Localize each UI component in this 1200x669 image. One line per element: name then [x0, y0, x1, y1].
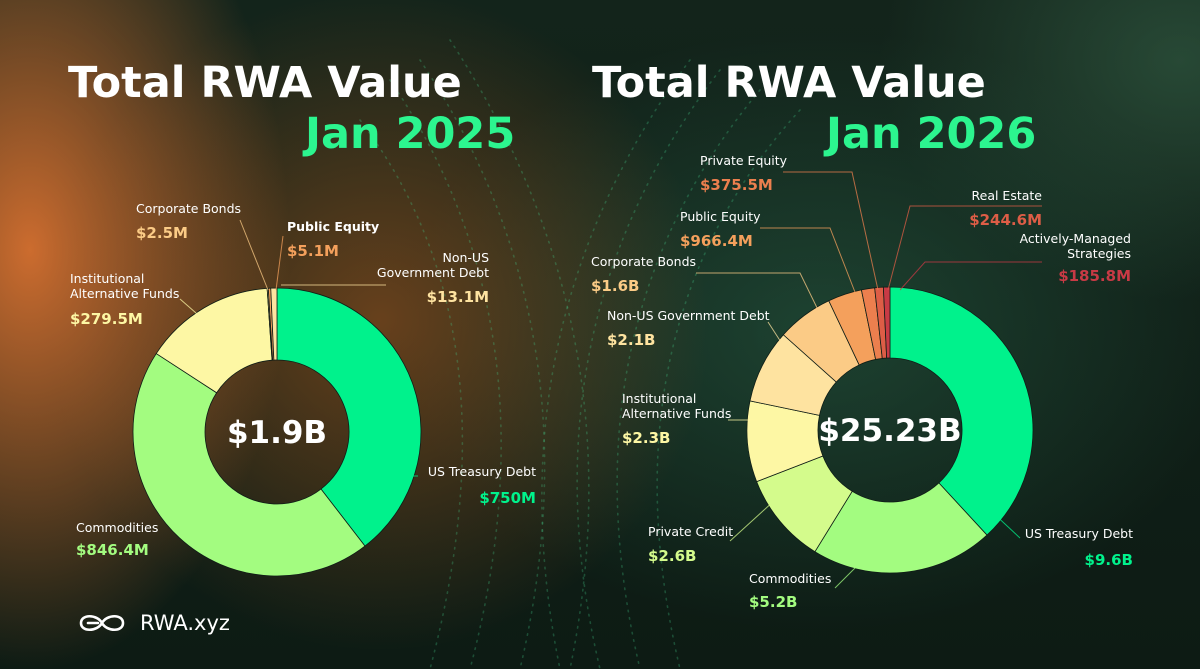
slice-name-label: Corporate Bonds	[591, 254, 696, 269]
left-title: Total RWA Value	[68, 58, 462, 108]
slice-value-label: $375.5M	[700, 176, 773, 194]
leader-line	[239, 219, 269, 291]
callout-corporate-bonds: Corporate Bonds $2.5M	[136, 201, 269, 291]
slice-value-label: $5.1M	[287, 242, 339, 260]
slice-name-label: Actively-Managed	[1020, 231, 1131, 246]
brand-name: RWA.xyz	[140, 611, 230, 635]
leader-line	[275, 235, 284, 291]
slice-name-label: Private Equity	[700, 153, 788, 168]
slice-value-label: $185.8M	[1058, 267, 1131, 285]
slice-value-label: $5.2B	[749, 593, 797, 611]
slice-name-label: US Treasury Debt	[428, 464, 536, 479]
leader-line	[179, 298, 205, 321]
slice-us-treasury-debt[interactable]	[276, 287, 422, 547]
leader-line	[834, 567, 856, 589]
leader-line	[760, 227, 861, 306]
donut-chart-1: $1.9B US Treasury Debt $750M Commodities $84…	[70, 201, 536, 577]
slice-value-label: $244.6M	[969, 211, 1042, 229]
slice-name-label: Private Credit	[648, 524, 733, 539]
slice-name-label: Non-US Government Debt	[607, 308, 770, 323]
right-title: Total RWA Value	[592, 58, 986, 108]
slice-name-label: Institutional	[622, 391, 696, 406]
slice-value-label: $9.6B	[1085, 551, 1133, 569]
slice-value-label: $2.1B	[607, 331, 655, 349]
slice-value-label: $966.4M	[680, 232, 753, 250]
center-total-label: $25.23B	[818, 413, 961, 449]
leader-line	[989, 509, 1021, 539]
bg-dotted-arc-7	[359, 119, 464, 669]
bg-dotted-arc-6	[541, 59, 691, 669]
slice-value-label: $2.5M	[136, 224, 188, 242]
callout-commodities: Commodities $846.4M	[76, 520, 300, 559]
slice-commodities[interactable]	[132, 352, 366, 577]
slice-actively-managed-strategies[interactable]	[882, 286, 891, 359]
slice-value-label: $1.6B	[591, 277, 639, 295]
slice-commodities[interactable]	[814, 482, 988, 574]
callout-commodities: Commodities $5.2B	[749, 567, 856, 611]
leader-line	[899, 261, 1042, 291]
bg-dotted-arc-3	[449, 39, 590, 669]
slice-name-label: Commodities	[76, 520, 158, 535]
center-total-label: $1.9B	[227, 415, 327, 451]
callout-private-credit: Private Credit $2.6B	[648, 499, 776, 565]
bg-dotted-arc-8	[656, 109, 801, 669]
infinity-logo-icon	[79, 614, 125, 632]
callout-us-treasury-debt: US Treasury Debt $750M	[392, 464, 536, 507]
left-date: Jan 2025	[305, 109, 516, 159]
right-date: Jan 2026	[826, 109, 1037, 159]
bg-dotted-arc-5	[576, 69, 721, 669]
slice-name-label: Real Estate	[972, 188, 1043, 203]
slice-value-label: $846.4M	[76, 541, 149, 559]
callout-public-equity: Public Equity $5.1M	[275, 219, 379, 291]
slice-value-label: $279.5M	[70, 310, 143, 328]
slice-value-label: $13.1M	[427, 288, 489, 306]
slice-name-label: Commodities	[749, 571, 831, 586]
slice-name-label: Government Debt	[377, 265, 489, 280]
leader-line	[887, 205, 1042, 291]
slice-us-treasury-debt[interactable]	[889, 286, 1034, 536]
slice-value-label: $750M	[479, 489, 536, 507]
callout-non-us-government-debt: Non-US Government Debt $2.1B	[607, 308, 791, 357]
callout-real-estate: Real Estate $244.6M	[887, 188, 1043, 291]
slice-name-label: Institutional	[70, 271, 144, 286]
slice-non-us-government-debt[interactable]	[270, 287, 278, 361]
leader-line	[696, 272, 823, 319]
slice-name-label: Non-US	[442, 250, 489, 265]
slice-value-label: $2.3B	[622, 429, 670, 447]
slice-name-label: US Treasury Debt	[1025, 526, 1133, 541]
brand-logo[interactable]: RWA.xyz	[76, 610, 230, 636]
leader-line	[783, 171, 879, 291]
leader-line	[767, 321, 791, 357]
callout-us-treasury-debt: US Treasury Debt $9.6B	[989, 509, 1133, 569]
slice-name-label: Corporate Bonds	[136, 201, 241, 216]
slice-name-label: Strategies	[1067, 246, 1131, 261]
donut-chart-2: $25.23B US Treasury Debt $9.6B Commodities $…	[591, 153, 1133, 611]
slice-name-label: Public Equity	[287, 219, 379, 234]
slice-name-label: Alternative Funds	[70, 286, 179, 301]
callout-private-equity: Private Equity $375.5M	[700, 153, 879, 291]
bg-dotted-arc-4	[616, 89, 761, 669]
leader-line	[729, 499, 776, 542]
bg-dotted-arc-2	[419, 59, 546, 669]
callout-corporate-bonds: Corporate Bonds $1.6B	[591, 254, 823, 319]
slice-value-label: $2.6B	[648, 547, 696, 565]
bg-dotted-arc-1	[389, 79, 502, 669]
slice-name-label: Public Equity	[680, 209, 761, 224]
slice-name-label: Alternative Funds	[622, 406, 731, 421]
callout-public-equity: Public Equity $966.4M	[680, 209, 861, 306]
